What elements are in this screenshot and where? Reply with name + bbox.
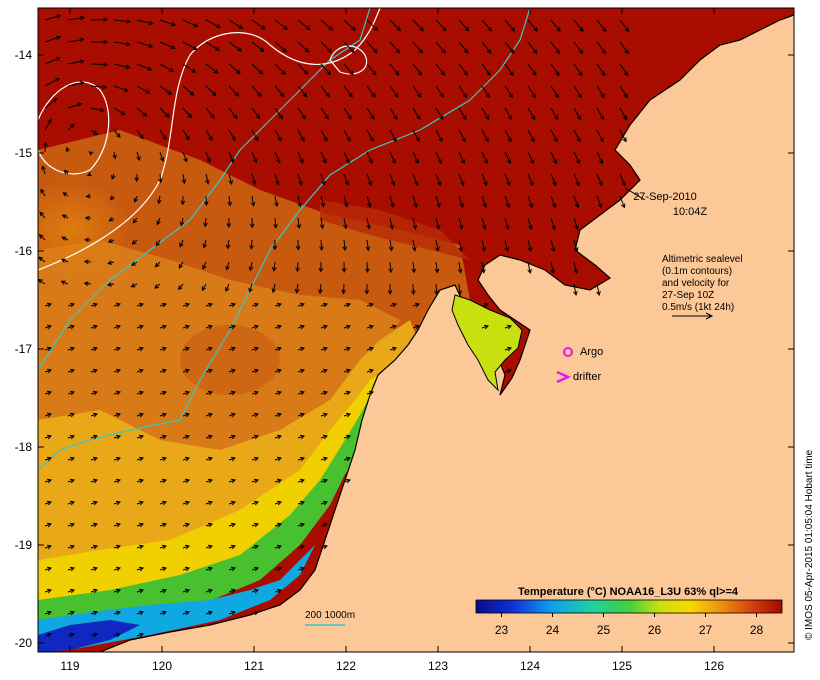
x-tick-label: 119 <box>60 659 79 673</box>
y-tick-label: -14 <box>15 48 33 62</box>
legend-line: 27-Sep 10Z <box>662 290 714 301</box>
argo-label: Argo <box>580 346 603 358</box>
legend-line: and velocity for <box>662 278 730 289</box>
y-tick-label: -18 <box>15 440 33 454</box>
legend-line: Altimetric sealevel <box>662 254 743 265</box>
coastline <box>99 14 794 652</box>
timestamp-date: 27-Sep-2010 <box>633 191 697 203</box>
colorbar-title: Temperature (°C) NOAA16_L3U 63% ql>=4 <box>518 586 739 598</box>
x-tick-label: 122 <box>336 659 356 673</box>
warm-streak <box>320 200 470 260</box>
velocity-legend: Altimetric sealevel (0.1m contours) and … <box>662 254 743 320</box>
y-tick-label: -20 <box>15 636 33 650</box>
map-plot-area[interactable]: Argo drifter 27-Sep-2010 10:04Z Altimetr… <box>10 8 794 652</box>
sealevel-contour <box>38 81 110 175</box>
legend-line: 0.5m/s (1kt 24h) <box>662 302 734 313</box>
credit-text: © IMOS 05-Apr-2015 01:05:04 Hobart time <box>804 449 815 640</box>
isobath-200m <box>38 8 531 471</box>
isobath-1000m <box>38 8 371 371</box>
sst-bright-yellow <box>38 370 385 630</box>
argo-marker[interactable] <box>563 347 573 357</box>
x-tick-label: 120 <box>152 659 172 673</box>
drifter-marker[interactable] <box>556 370 572 384</box>
colorbar-tick-label: 26 <box>648 623 662 637</box>
colorbar: Temperature (°C) NOAA16_L3U 63% ql>=4 23… <box>475 586 783 637</box>
timestamp-time: 10:04Z <box>673 206 708 218</box>
king-sound <box>451 294 523 392</box>
x-tick-label: 125 <box>612 659 632 673</box>
land-mass <box>100 8 794 652</box>
sealevel-contour <box>38 8 381 271</box>
cool-eddy-patch <box>80 460 180 540</box>
colorbar-tick-label: 23 <box>495 623 509 637</box>
isobath-legend: 200 1000m <box>305 610 355 626</box>
x-tick-label: 123 <box>428 659 448 673</box>
colorbar-tick-label: 27 <box>699 623 713 637</box>
drifter-label: drifter <box>573 371 601 383</box>
sst-deep-blue <box>38 620 140 652</box>
y-tick-label: -15 <box>15 146 33 160</box>
legend-arrow-head <box>705 312 714 320</box>
cool-eddy-patch <box>38 180 130 280</box>
plot-frame <box>37 7 795 653</box>
timestamp-leader <box>624 187 646 201</box>
colorbar-tick-label: 25 <box>597 623 611 637</box>
sealevel-contour <box>329 45 368 75</box>
axes: 119 120 121 122 123 124 125 126 -14 -15 -16 -17 -18 -… <box>15 8 794 673</box>
x-tick-label: 124 <box>520 659 540 673</box>
x-tick-label: 121 <box>244 659 264 673</box>
colorbar-tick-label: 24 <box>546 623 560 637</box>
colorbar-gradient <box>475 599 783 614</box>
velocity-arrows <box>38 14 630 638</box>
y-tick-label: -17 <box>15 342 33 356</box>
x-tick-label: 126 <box>704 659 724 673</box>
cool-eddy-patch <box>180 325 280 395</box>
legend-line: (0.1m contours) <box>662 266 732 277</box>
y-tick-label: -16 <box>15 244 33 258</box>
y-tick-label: -19 <box>15 538 33 552</box>
isobath-label: 200 1000m <box>305 610 355 621</box>
colorbar-tick-label: 28 <box>750 623 764 637</box>
